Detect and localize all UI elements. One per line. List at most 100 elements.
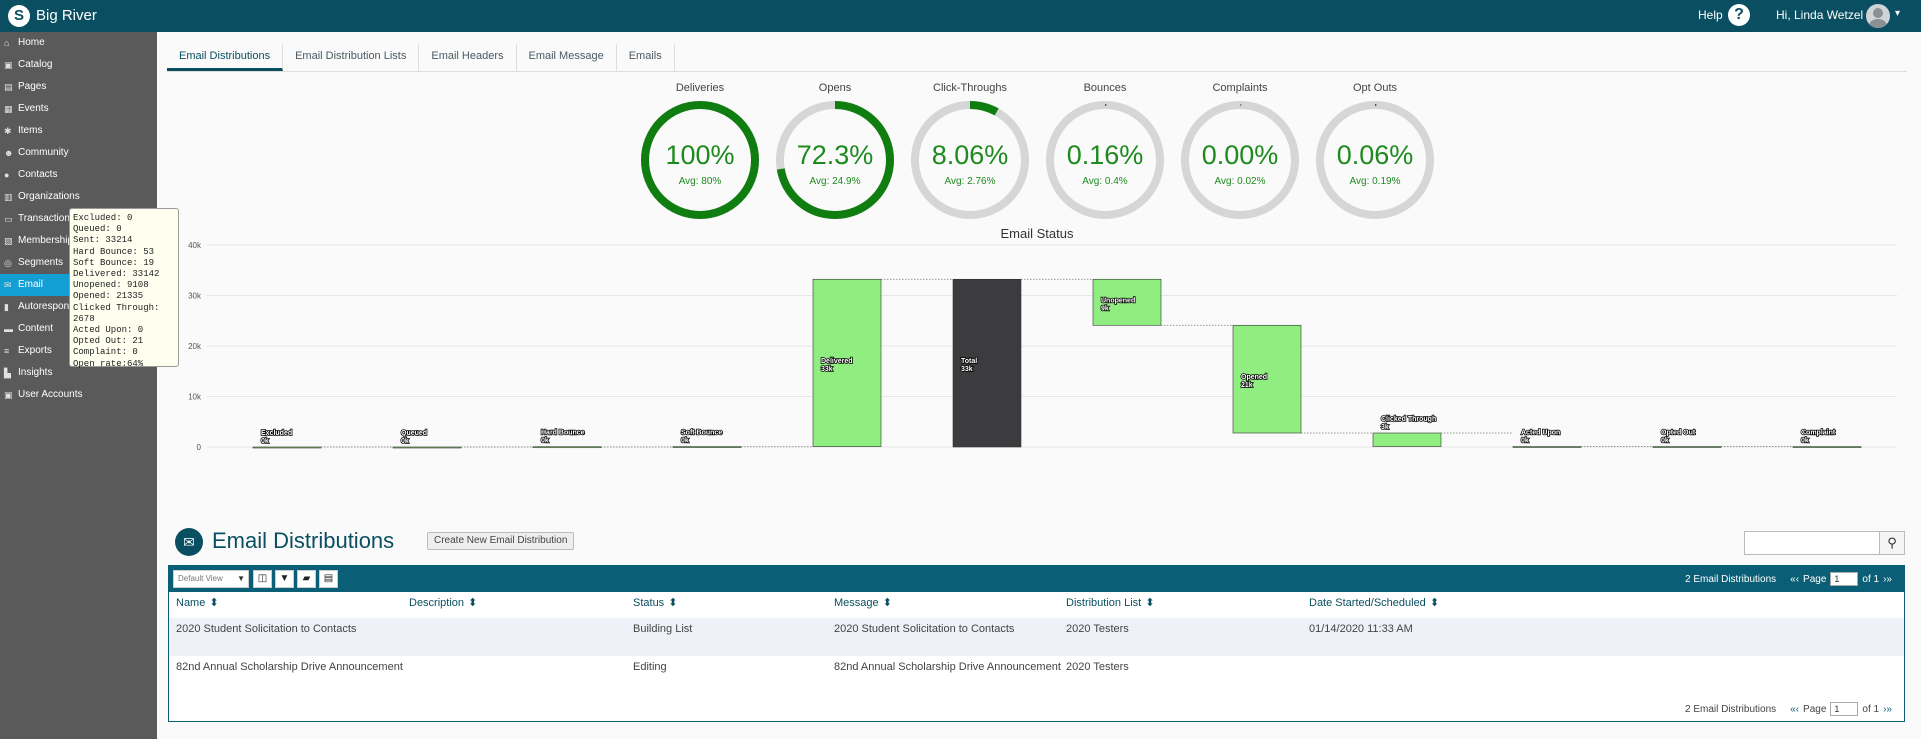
ring-gauge xyxy=(1316,101,1434,219)
bar-queued[interactable] xyxy=(392,446,462,449)
tab-bar: Email Distributions Email Distribution Li… xyxy=(167,44,675,71)
page-input[interactable]: 1 xyxy=(1830,572,1859,586)
sidebar-item-pages[interactable]: ▤ Pages xyxy=(0,76,157,98)
next-page-icon[interactable]: ›» xyxy=(1883,703,1892,715)
tooltip-line: Open rate:64% xyxy=(73,358,144,369)
sort-icon[interactable]: ⬍ xyxy=(882,597,892,609)
column-header-name[interactable]: Name ⬍ xyxy=(176,596,219,609)
search-input[interactable] xyxy=(1744,531,1880,555)
sidebar-item-catalog[interactable]: ▣ Catalog xyxy=(0,54,157,76)
bar-value-label: 0k xyxy=(401,438,409,445)
stat-label: Opens xyxy=(818,82,852,94)
sidebar-item-insights[interactable]: ▙ Insights xyxy=(0,362,157,384)
sidebar-item-user-accounts[interactable]: ▣ User Accounts xyxy=(0,384,157,406)
column-header-status[interactable]: Status ⬍ xyxy=(633,596,677,609)
cart-icon: ▣ xyxy=(4,60,13,70)
bar-delivered[interactable] xyxy=(812,278,882,447)
table-row[interactable]: 2020 Student Solicitation to Contacts Bui… xyxy=(169,618,1904,656)
bar-label: Opened xyxy=(1241,374,1267,381)
bar-total[interactable] xyxy=(952,278,1022,448)
bar-label: Queued xyxy=(401,430,427,437)
sidebar-item-label: Contacts xyxy=(18,169,58,180)
sidebar-item-exports[interactable]: ≡ Exports xyxy=(0,340,157,362)
user-accounts-icon: ▣ xyxy=(4,390,13,400)
sidebar-item-content[interactable]: ▬ Content xyxy=(0,318,157,340)
column-header-description[interactable]: Description ⬍ xyxy=(409,596,477,609)
tab-email-distributions[interactable]: Email Distributions xyxy=(167,44,284,71)
money-icon: ▭ xyxy=(4,214,13,224)
big-river-logo-icon[interactable]: S xyxy=(8,5,30,27)
sidebar-item-items[interactable]: ✱ Items xyxy=(0,120,157,142)
calendar-icon: ▦ xyxy=(4,104,13,114)
create-distribution-button[interactable]: Create New Email Distribution xyxy=(427,532,575,550)
sidebar-item-membership[interactable]: ▧ Membership xyxy=(0,230,157,252)
tab-email-message[interactable]: Email Message xyxy=(517,44,617,71)
sort-icon[interactable]: ⬍ xyxy=(668,597,678,609)
column-header-label: Message xyxy=(834,597,879,609)
sidebar-item-organizations[interactable]: ▥ Organizations xyxy=(0,186,157,208)
sidebar-item-label: User Accounts xyxy=(18,389,83,400)
sort-icon[interactable]: ⬍ xyxy=(1145,597,1155,609)
sidebar-item-contacts[interactable]: ● Contacts xyxy=(0,164,157,186)
bar-hard-bounce[interactable] xyxy=(532,446,602,449)
bar-excluded[interactable] xyxy=(252,446,322,449)
stat-average: Avg: 0.19% xyxy=(1349,176,1401,187)
home-icon: ⌂ xyxy=(4,38,10,48)
chart-canvas: 010k20k30k40kNumberExcluded0kQueued0kHar… xyxy=(167,241,1897,452)
column-header-date-started-scheduled[interactable]: Date Started/Scheduled ⬍ xyxy=(1309,596,1439,609)
page-input[interactable]: 1 xyxy=(1830,702,1859,716)
user-menu-caret-icon[interactable]: ▾ xyxy=(1895,8,1901,19)
view-select[interactable]: Default View ▼ xyxy=(173,570,249,588)
tab-email-headers[interactable]: Email Headers xyxy=(419,44,517,71)
prev-page-icon[interactable]: «‹ xyxy=(1790,573,1800,585)
bar-unopened[interactable] xyxy=(1092,278,1162,326)
help-link[interactable]: Help xyxy=(1698,8,1723,22)
stat-average: Avg: 24.9% xyxy=(809,176,861,187)
y-tick-label: 0 xyxy=(197,443,202,452)
stat-value: 72.3% xyxy=(796,140,874,170)
search-icon[interactable]: ⚲ xyxy=(1879,531,1905,555)
app-title[interactable]: Big River xyxy=(36,7,97,24)
tooltip-line: Complaint: 0 xyxy=(73,347,138,358)
next-page-icon[interactable]: ›» xyxy=(1883,573,1892,585)
stat-ring: 0.16% Avg: 0.4% xyxy=(1043,98,1167,222)
table-cell[interactable]: 82nd Annual Scholarship Drive Announceme… xyxy=(176,661,403,673)
sidebar-item-community[interactable]: ☻ Community xyxy=(0,142,157,164)
columns-icon[interactable]: ◫ xyxy=(253,570,272,588)
sidebar-item-home[interactable]: ⌂ Home xyxy=(0,32,157,54)
stat-ring: 100% Avg: 80% xyxy=(638,98,762,222)
bar-label: Complaint xyxy=(1801,430,1836,437)
bar-opted-out[interactable] xyxy=(1652,446,1722,448)
table-cell: Building List xyxy=(633,623,693,635)
tab-emails[interactable]: Emails xyxy=(617,44,675,71)
table-cell[interactable]: 2020 Student Solicitation to Contacts xyxy=(176,623,357,635)
tooltip-line: Opted Out: 21 xyxy=(73,336,144,347)
column-header-label: Name xyxy=(176,597,206,609)
filter-icon[interactable]: ▼ xyxy=(275,570,294,588)
export-icon[interactable]: ▤ xyxy=(319,570,338,588)
bar-complaint[interactable] xyxy=(1792,446,1862,448)
sort-icon[interactable]: ⬍ xyxy=(468,597,478,609)
sidebar-item-transactions[interactable]: ▭ Transactions xyxy=(0,208,157,230)
prev-page-icon[interactable]: «‹ xyxy=(1790,703,1800,715)
bar-clicked-through[interactable] xyxy=(1372,432,1442,447)
tab-email-distribution-lists[interactable]: Email Distribution Lists xyxy=(283,44,420,71)
column-header-distribution-list[interactable]: Distribution List ⬍ xyxy=(1066,596,1154,609)
bar-opened[interactable] xyxy=(1232,324,1302,434)
bar-soft-bounce[interactable] xyxy=(672,446,742,448)
sidebar-item-autoresponders[interactable]: ▮ Autoresponders xyxy=(0,296,157,318)
stat-ring: 0.06% Avg: 0.19% xyxy=(1313,98,1437,222)
folder-icon[interactable]: ▰ xyxy=(297,570,316,588)
user-greeting[interactable]: Hi, Linda Wetzel xyxy=(1776,8,1864,22)
page-label: Page xyxy=(1803,703,1827,715)
help-icon[interactable]: ? xyxy=(1728,4,1750,26)
column-header-message[interactable]: Message ⬍ xyxy=(834,596,892,609)
sort-icon[interactable]: ⬍ xyxy=(209,597,219,609)
sort-icon[interactable]: ⬍ xyxy=(1429,597,1440,609)
sidebar-item-events[interactable]: ▦ Events xyxy=(0,98,157,120)
grid-count-bottom: 2 Email Distributions xyxy=(1684,703,1777,715)
bar-acted-upon[interactable] xyxy=(1512,446,1582,448)
table-row[interactable]: 82nd Annual Scholarship Drive Announceme… xyxy=(169,656,1904,694)
sidebar-item-segments[interactable]: ◎ Segments xyxy=(0,252,157,274)
avatar[interactable] xyxy=(1866,4,1890,28)
